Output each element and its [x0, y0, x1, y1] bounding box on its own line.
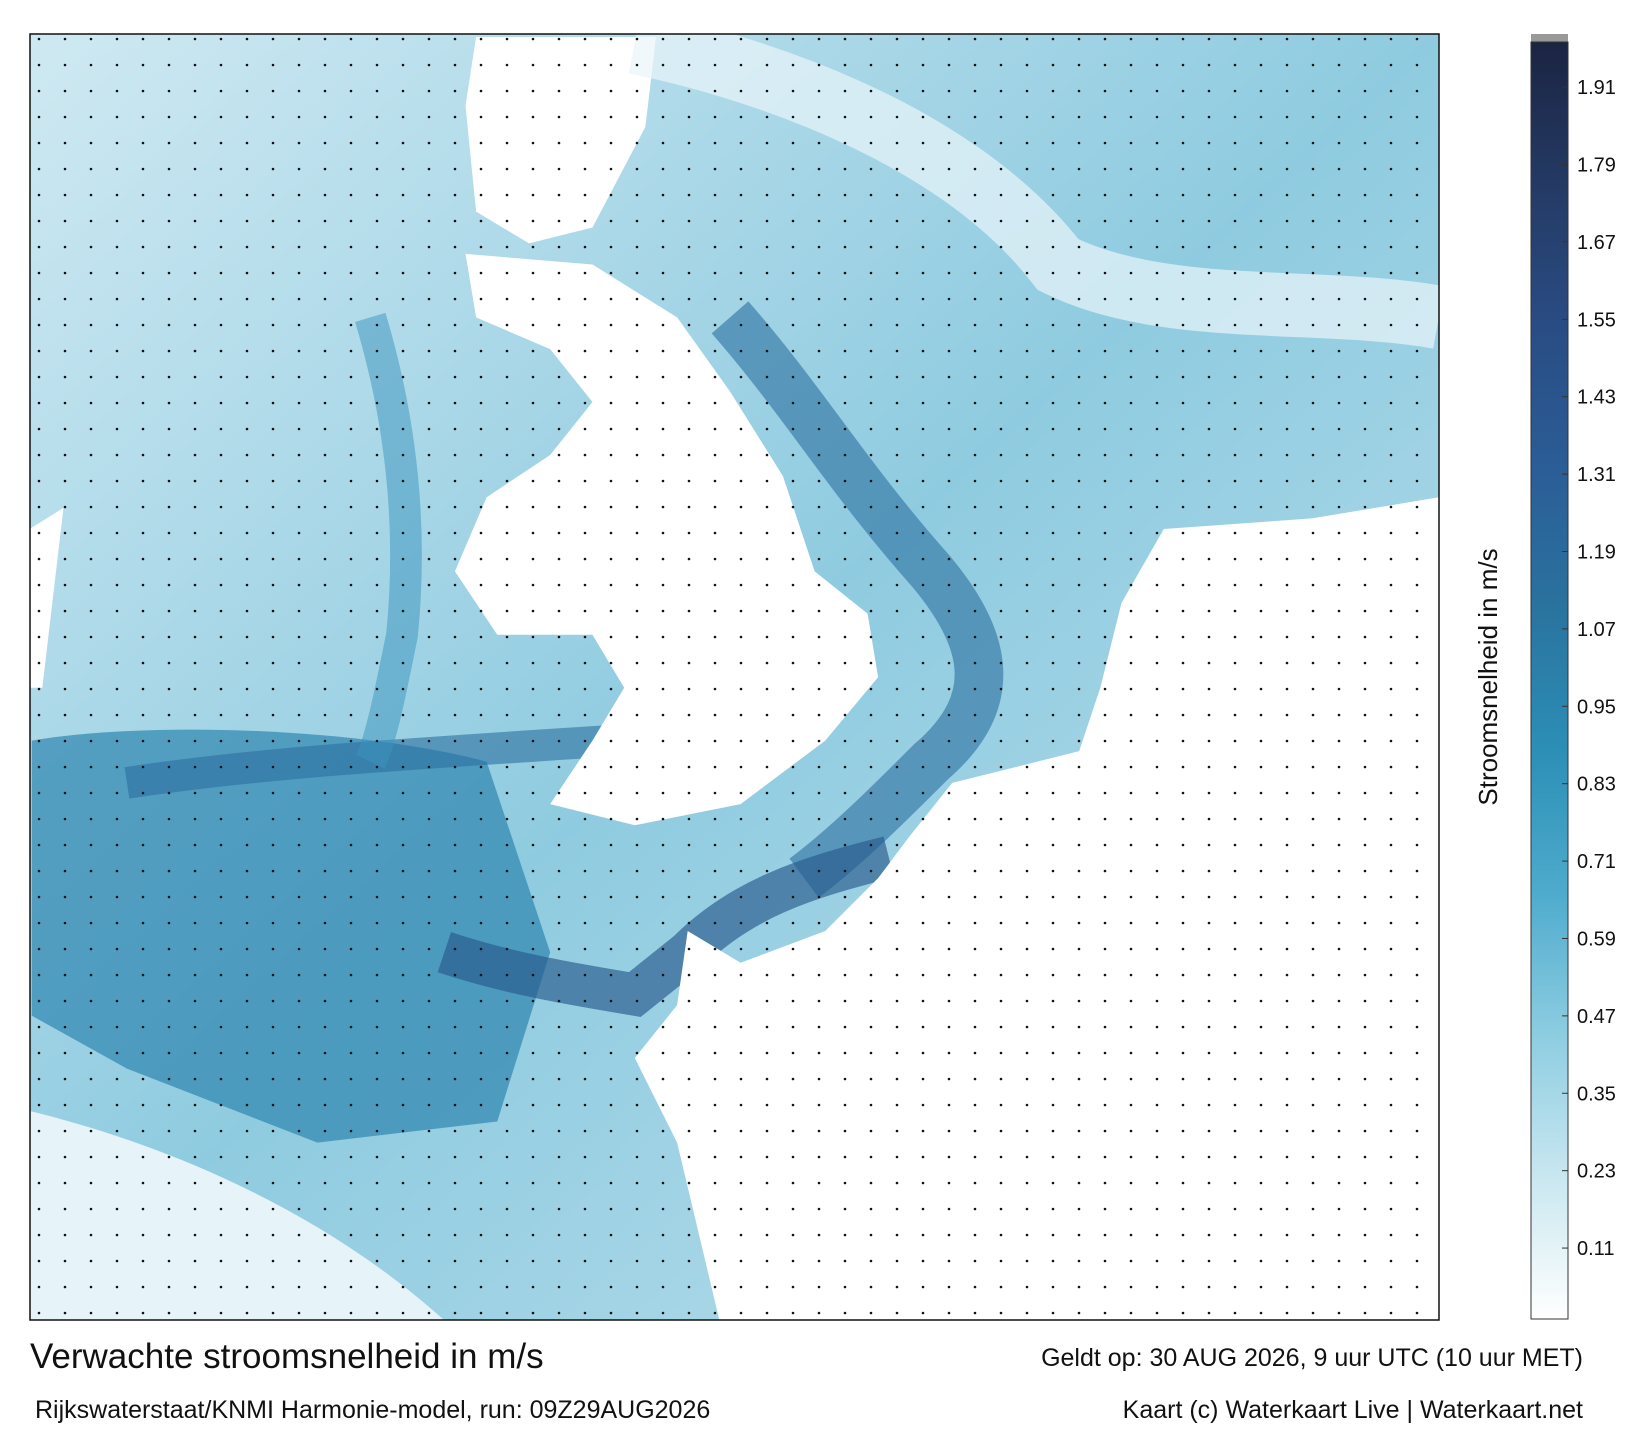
- colorbar-tick-label: 0.95: [1577, 696, 1616, 718]
- colorbar-label: Stroomsnelheid in m/s: [1473, 548, 1503, 805]
- colorbar: 0.11 0.23 0.35 0.47 0.59 0.71 0.83 0.95 1.07 1.19…: [1530, 34, 1616, 1320]
- colorbar-tick-label: 0.83: [1577, 774, 1616, 796]
- current-grid: [30, 34, 1439, 1320]
- colorbar-scale: [1530, 41, 1569, 1320]
- colorbar-tick-label: 1.43: [1577, 387, 1616, 409]
- colorbar-tick-label: 1.19: [1577, 542, 1616, 564]
- valid-time: Geldt op: 30 AUG 2026, 9 uur UTC (10 uur…: [1041, 1344, 1583, 1372]
- colorbar-cap: [1531, 34, 1568, 42]
- colorbar-tick-label: 1.67: [1577, 232, 1616, 254]
- colorbar-tick-label: 1.91: [1577, 77, 1616, 99]
- colorbar-tick-label: 1.55: [1577, 309, 1616, 331]
- colorbar-tick-label: 0.59: [1577, 928, 1616, 950]
- title: Verwachte stroomsnelheid in m/s: [30, 1337, 544, 1376]
- colorbar-tick-label: 0.71: [1577, 851, 1616, 873]
- credit: Kaart (c) Waterkaart Live | Waterkaart.n…: [1123, 1396, 1583, 1424]
- colorbar-tick-label: 1.79: [1577, 155, 1616, 177]
- colorbar-tick-label: 0.47: [1577, 1006, 1616, 1028]
- subtitle: Rijkswaterstaat/KNMI Harmonie-model, run…: [35, 1396, 710, 1424]
- colorbar-tick-label: 0.35: [1577, 1083, 1616, 1105]
- colorbar-tick-label: 0.23: [1577, 1161, 1616, 1183]
- colorbar-tick-label: 1.31: [1577, 464, 1616, 486]
- map-frame: [29, 33, 1440, 1321]
- colorbar-tick-label: 1.07: [1577, 619, 1616, 641]
- map: [30, 34, 1439, 1320]
- colorbar-tick-label: 0.11: [1577, 1238, 1614, 1260]
